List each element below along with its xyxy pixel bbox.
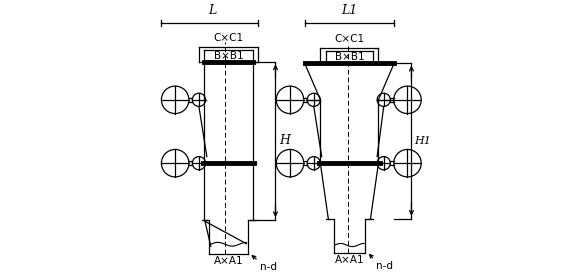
Text: H1: H1 [415, 136, 432, 146]
Text: C×C1: C×C1 [213, 33, 244, 43]
Text: H: H [280, 134, 291, 147]
Text: B×B1: B×B1 [214, 51, 244, 61]
Text: A×A1: A×A1 [214, 257, 244, 266]
Text: A×A1: A×A1 [335, 255, 364, 265]
Text: n-d: n-d [376, 261, 393, 271]
Text: C×C1: C×C1 [334, 34, 364, 44]
Text: n-d: n-d [260, 262, 277, 272]
Text: L: L [208, 4, 216, 17]
Text: B×B1: B×B1 [335, 52, 364, 62]
Text: L1: L1 [341, 4, 357, 17]
